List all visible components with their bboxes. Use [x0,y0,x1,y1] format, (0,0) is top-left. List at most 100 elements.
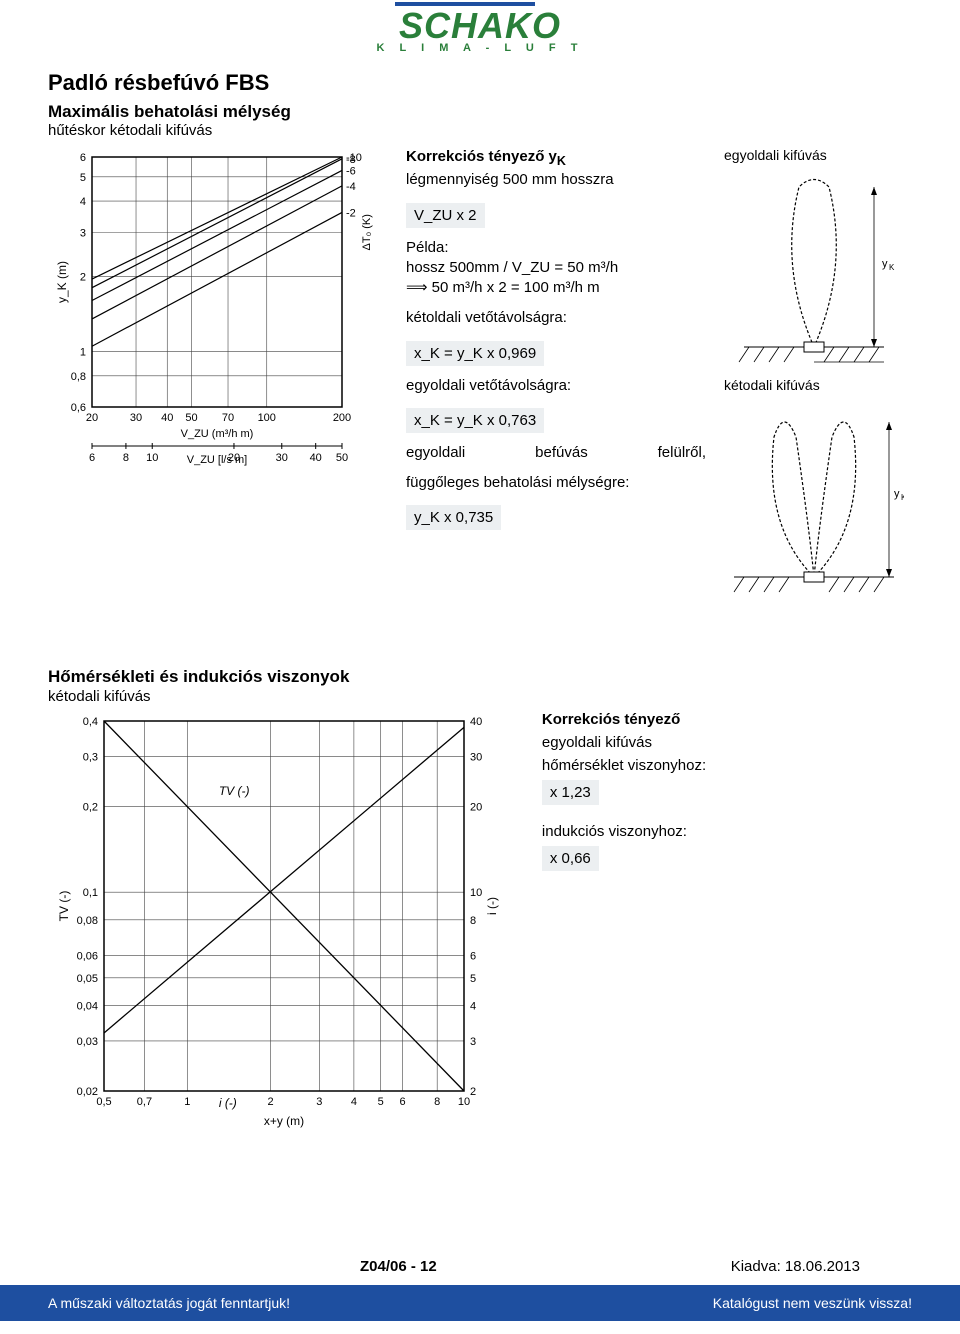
corr2-l1: egyoldali kifúvás [542,734,902,751]
svg-text:i (-): i (-) [219,1096,237,1110]
vert-l1: egyoldali [406,443,465,463]
svg-text:i (-): i (-) [485,897,499,915]
svg-text:10: 10 [458,1096,470,1108]
svg-text:40: 40 [161,412,173,424]
svg-text:30: 30 [130,412,142,424]
svg-text:TV (-): TV (-) [219,784,250,798]
svg-text:4: 4 [351,1096,357,1108]
page-footer: Z04/06 - 12 Kiadva: 18.06.2013 A műszaki… [0,1244,960,1334]
svg-text:5: 5 [378,1096,384,1108]
svg-text:3: 3 [316,1096,322,1108]
svg-text:0,06: 0,06 [77,950,98,962]
vert-l2: befúvás [535,443,588,463]
svg-text:6: 6 [89,452,95,464]
svg-text:0,4: 0,4 [83,716,98,728]
svg-text:x: x [839,365,845,367]
section1-heading: Maximális behatolási mélység [48,102,912,122]
example-l2: ⟹ 50 m³/h x 2 = 100 m³/h m [406,279,600,296]
vert-formula: y_K x 0,735 [406,505,501,530]
brand-logo: SCHAKO K L I M A - L U F T [0,0,960,58]
example-l1: hossz 500mm / V_ZU = 50 m³/h [406,259,618,276]
svg-text:3: 3 [80,228,86,240]
double-flow-label: kétodali kifúvás [724,377,904,393]
svg-text:x: x [844,595,850,597]
svg-text:0,03: 0,03 [77,1036,98,1048]
svg-text:40: 40 [310,452,322,464]
svg-text:ΔT₀ (K): ΔT₀ (K) [361,214,373,250]
svg-text:V_ZU [l/s m]: V_ZU [l/s m] [187,454,248,466]
svg-text:0,8: 0,8 [71,371,86,383]
svg-text:0,2: 0,2 [83,801,98,813]
svg-text:20: 20 [86,412,98,424]
footer-right: Katalógust nem veszünk vissza! [480,1285,960,1321]
svg-text:8: 8 [434,1096,440,1108]
svg-text:6: 6 [80,152,86,164]
brand-tagline: K L I M A - L U F T [377,42,584,54]
section2-side: Korrekciós tényező egyoldali kifúvás hőm… [542,711,902,871]
svg-text:8: 8 [470,915,476,927]
single-flow-label: egyoldali kifúvás [724,147,904,163]
svg-text:2: 2 [268,1096,274,1108]
corr2-f2: x 0,66 [542,846,599,871]
svg-text:K: K [889,263,895,272]
svg-text:40: 40 [470,716,482,728]
one-side-formula: x_K = y_K x 0,763 [406,408,544,433]
single-flow-diagram: yK xK [724,167,904,367]
corr2-f1: x 1,23 [542,780,599,805]
svg-text:2: 2 [80,272,86,284]
svg-text:5: 5 [470,973,476,985]
svg-text:0,05: 0,05 [77,973,98,985]
brand-name: SCHAKO [377,8,584,44]
svg-text:0,02: 0,02 [77,1086,98,1098]
temp-induction-chart: 0,50,71234568100,0220,0330,0440,0550,066… [48,711,508,1134]
svg-text:0,6: 0,6 [71,402,86,414]
section2-heading: Hőmérsékleti és indukciós viszonyok [48,667,912,687]
svg-text:-4: -4 [346,181,356,193]
svg-text:-6: -6 [346,166,356,178]
footer-page: Z04/06 - 12 [360,1258,437,1275]
section1-sub: hűtéskor kétodali kifúvás [48,122,912,139]
svg-text:0,5: 0,5 [96,1096,111,1108]
svg-text:V_ZU (m³/h m): V_ZU (m³/h m) [181,428,254,440]
svg-text:6: 6 [470,950,476,962]
corr2-l3: indukciós viszonyhoz: [542,823,902,840]
svg-text:0,04: 0,04 [77,1000,98,1012]
svg-text:30: 30 [470,751,482,763]
svg-text:0,1: 0,1 [83,887,98,899]
svg-text:4: 4 [470,1000,476,1012]
svg-text:70: 70 [222,412,234,424]
example-label: Példa: [406,239,449,256]
svg-text:-2: -2 [346,208,356,220]
svg-text:1: 1 [184,1096,190,1108]
two-side-formula: x_K = y_K x 0,969 [406,341,544,366]
svg-text:100: 100 [258,412,276,424]
svg-text:20: 20 [470,801,482,813]
svg-text:TV (-): TV (-) [57,890,71,921]
svg-text:6: 6 [400,1096,406,1108]
svg-text:30: 30 [276,452,288,464]
vert-l4: függőleges behatolási mélységre: [406,473,706,493]
svg-text:y: y [894,488,900,500]
one-side-label: egyoldali vetőtávolságra: [406,376,706,396]
svg-text:8: 8 [123,452,129,464]
correction-text: Korrekciós tényező yK légmennyiség 500 m… [406,147,706,597]
svg-text:50: 50 [185,412,197,424]
svg-text:K: K [901,493,904,502]
svg-text:1: 1 [80,347,86,359]
footer-date: 18.06.2013 [785,1258,860,1275]
footer-left: A műszaki változtatás jogát fenntartjuk! [0,1285,480,1321]
svg-text:50: 50 [336,452,348,464]
svg-text:4: 4 [80,196,86,208]
two-side-label: kétoldali vetőtávolságra: [406,308,706,328]
double-flow-diagram: yK xK [724,397,904,597]
page-title: Padló résbefúvó FBS [48,70,912,96]
svg-text:0,7: 0,7 [137,1096,152,1108]
svg-text:x+y (m): x+y (m) [264,1114,304,1128]
vert-l3: felülről, [658,443,706,463]
svg-text:5: 5 [80,172,86,184]
section2-sub: kétodali kifúvás [48,688,912,705]
footer-date-label: Kiadva: [731,1258,781,1275]
svg-text:0,3: 0,3 [83,751,98,763]
yk-label: y [882,258,888,270]
corr2-l2: hőmérséklet viszonyhoz: [542,757,902,774]
